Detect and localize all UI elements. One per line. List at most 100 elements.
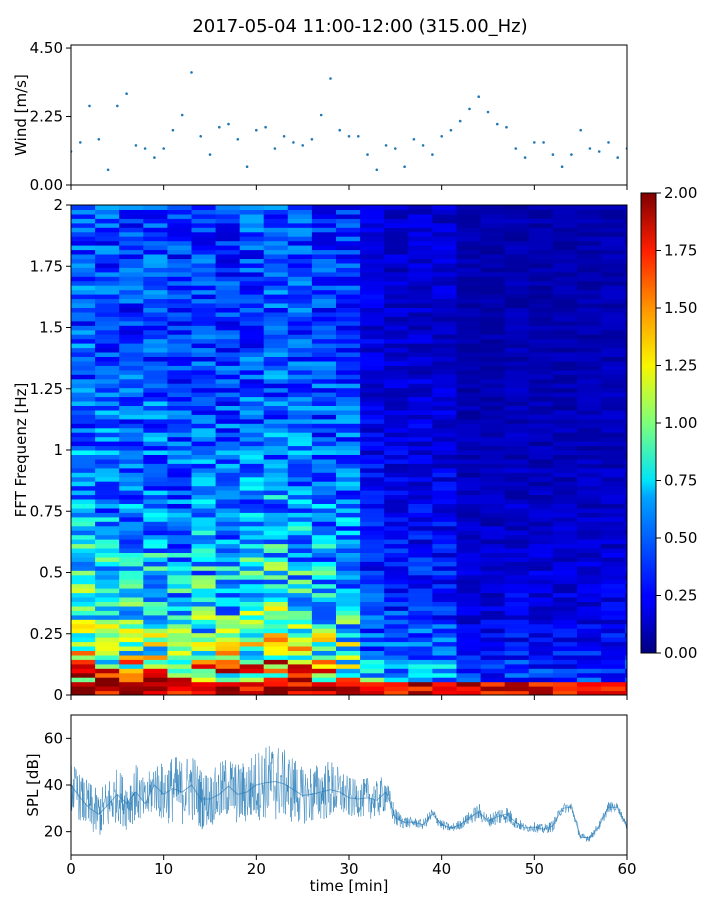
spectrogram-cell — [311, 396, 337, 402]
spectrogram-cell — [528, 445, 554, 451]
spectrogram-cell — [95, 347, 120, 353]
spectrogram-cell — [384, 548, 409, 553]
spectrogram-cell — [625, 231, 628, 237]
spectrogram-cell — [239, 445, 265, 451]
spectrogram-cell — [504, 218, 530, 224]
spectrogram-cell — [71, 490, 96, 496]
spectrogram-cell — [336, 374, 361, 380]
spectrogram-cell — [360, 222, 385, 228]
spectrogram-cell — [95, 521, 120, 527]
spectrogram-cell — [456, 307, 482, 313]
spl-y-tick-label: 60 — [44, 729, 63, 747]
spectrogram-cell — [625, 610, 628, 616]
spectrogram-cell — [143, 352, 168, 357]
spectrogram-cell — [504, 476, 530, 482]
spectrogram-cell — [191, 294, 217, 300]
spectrogram-cell — [577, 548, 602, 553]
spectrogram-cell — [480, 637, 506, 643]
spectrogram-cell — [528, 441, 554, 447]
spectrogram-cell — [601, 686, 626, 692]
spectrogram-cell — [480, 556, 506, 562]
spectrogram-cell — [601, 254, 626, 259]
wind-point — [88, 104, 91, 108]
spectrogram-x-ticks — [70, 695, 628, 700]
spectrogram-cell — [432, 623, 457, 629]
wind-point — [347, 135, 351, 138]
spectrogram-cell — [215, 316, 241, 322]
spectrogram-cell — [408, 352, 433, 357]
spectrogram-cell — [119, 374, 144, 380]
spectrogram-cell — [577, 637, 602, 643]
spectrogram-y-tick-label: 1 — [53, 441, 63, 459]
spectrogram-cell — [95, 650, 120, 656]
spectrogram-cell — [456, 374, 482, 380]
spectrogram-cell — [71, 614, 96, 620]
spectrogram-cell — [625, 686, 628, 692]
spectrogram-cell — [215, 245, 241, 251]
spectrogram-cell — [384, 245, 409, 251]
spectrogram-cell — [408, 619, 433, 625]
spectrogram-cell — [71, 227, 96, 233]
spectrogram-cell — [143, 325, 168, 331]
wind-point — [134, 144, 138, 147]
spectrogram-cell — [167, 405, 192, 411]
spectrogram-cell — [311, 686, 337, 692]
spectrogram-cell — [480, 686, 506, 692]
spectrogram-cell — [119, 240, 144, 246]
spectrogram-cell — [456, 663, 482, 669]
spectrogram-cell — [215, 637, 241, 643]
spectrogram-cell — [601, 329, 626, 335]
spectrogram-cell — [311, 619, 337, 625]
spectrogram-cell — [287, 476, 313, 482]
spectrogram-cell — [504, 570, 530, 576]
spectrogram-cell — [71, 254, 96, 259]
spectrogram-cell — [239, 343, 265, 349]
spectrogram-cell — [167, 458, 192, 464]
spectrogram-cell — [528, 334, 554, 340]
spectrogram-cell — [456, 320, 482, 326]
spectrogram-cell — [528, 213, 554, 219]
spectrogram-cell — [625, 597, 628, 602]
spectrogram-cell — [239, 267, 265, 273]
spectrogram-cell — [432, 409, 457, 415]
spectrogram-cell — [601, 690, 626, 696]
spectrogram-cell — [95, 432, 120, 438]
spectrogram-cell — [311, 548, 337, 553]
spectrogram-cell — [336, 632, 361, 638]
spectrogram-cell — [504, 231, 530, 237]
spectrogram-cell — [456, 565, 482, 571]
spectrogram-cell — [71, 401, 96, 406]
spectrogram-cell — [95, 401, 120, 406]
spectrogram-cell — [263, 521, 289, 527]
spectrogram-cell — [528, 240, 554, 246]
spectrogram-cell — [191, 632, 217, 638]
spectrogram-cell — [311, 610, 337, 616]
spectrogram-cell — [528, 454, 554, 460]
spectrogram-cell — [480, 205, 506, 210]
spectrogram-cell — [119, 583, 144, 589]
spectrogram-cell — [528, 294, 554, 300]
spectrogram-cell — [456, 579, 482, 585]
spectrogram-cell — [384, 374, 409, 380]
spectrogram-cell — [143, 271, 168, 277]
spectrogram-cell — [408, 307, 433, 313]
spectrogram-cell — [167, 463, 192, 469]
spectrogram-cell — [191, 280, 217, 286]
spectrogram-cell — [167, 646, 192, 651]
spectrogram-cell — [95, 472, 120, 478]
spectrogram-cell — [191, 222, 217, 228]
spectrogram-cell — [287, 450, 313, 455]
spectrogram-cell — [552, 525, 578, 531]
spectrogram-cell — [528, 409, 554, 415]
spectrogram-cell — [504, 592, 530, 598]
spectrogram-cell — [215, 432, 241, 438]
spectrogram-cell — [504, 280, 530, 286]
spectrogram-cell — [263, 356, 289, 362]
spectrogram-cell — [143, 481, 168, 487]
colorbar-tick-label: 0.50 — [664, 529, 697, 547]
spectrogram-cell — [384, 405, 409, 411]
spectrogram-cell — [311, 663, 337, 669]
spectrogram-cell — [384, 592, 409, 598]
spectrogram-cell — [95, 525, 120, 531]
spectrogram-cell — [239, 646, 265, 651]
